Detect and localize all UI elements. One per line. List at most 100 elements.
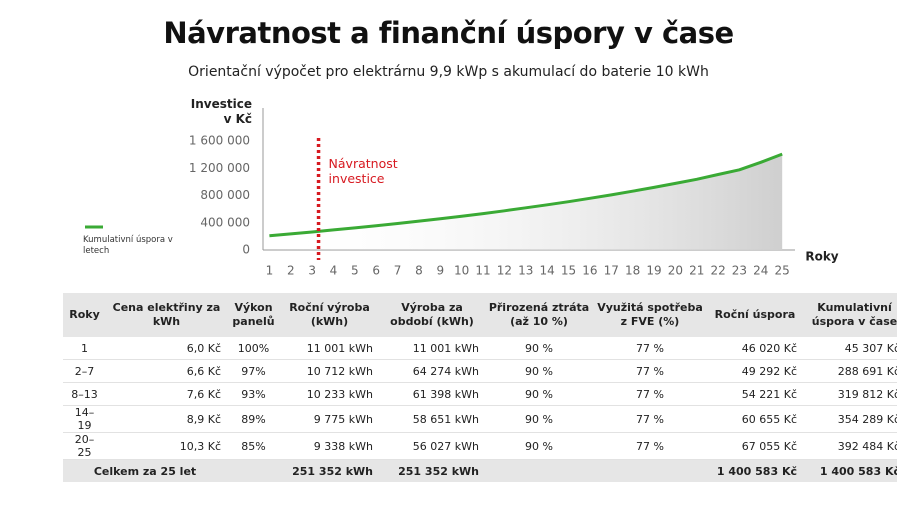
- table-cell: 7,6 Kč: [106, 382, 227, 406]
- table-cell: 6,6 Kč: [106, 359, 227, 383]
- column-header: Přirozená ztráta (až 10 %): [485, 293, 593, 337]
- table-cell: 77 %: [593, 432, 707, 460]
- table-cell: 11 001 kWh: [379, 337, 485, 360]
- legend-label: Kumulativní úspora v letech: [83, 235, 173, 256]
- table-cell: 45 307 Kč: [803, 337, 897, 360]
- subtitle: Orientační výpočet pro elektrárnu 9,9 kW…: [188, 64, 709, 80]
- x-tick-label: 10: [454, 264, 469, 278]
- total-label: Celkem za 25 let: [63, 459, 227, 482]
- table-cell: 60 655 Kč: [707, 405, 803, 433]
- y-tick-label: 800 000: [200, 188, 250, 202]
- x-tick-label: 15: [561, 264, 576, 278]
- table-cell: 77 %: [593, 359, 707, 383]
- table-cell: 67 055 Kč: [707, 432, 803, 460]
- table-cell: 354 289 Kč: [803, 405, 897, 433]
- table: Roky Cena elektřiny za kWh Výkon panelů Roč…: [63, 293, 897, 482]
- x-tick-label: 2: [287, 264, 295, 278]
- table-cell: [593, 459, 707, 482]
- table-row: 8–13 7,6 Kč 93% 10 233 kWh 61 398 kWh 90 % 77 …: [63, 382, 897, 406]
- table-cell: 46 020 Kč: [707, 337, 803, 360]
- table-cell: 8,9 Kč: [106, 405, 227, 433]
- x-tick-label: 25: [775, 264, 790, 278]
- x-tick-label: 13: [518, 264, 533, 278]
- column-header: Výroba za období (kWh): [379, 293, 485, 337]
- x-tick-label: 23: [732, 264, 747, 278]
- table-cell: 14–19: [63, 405, 106, 433]
- table-cell: 90 %: [485, 359, 593, 383]
- table-cell: 90 %: [485, 432, 593, 460]
- y-tick-label: 1 200 000: [189, 161, 250, 175]
- total-cell: 251 352 kWh: [280, 459, 379, 482]
- table-cell: 1: [63, 337, 106, 360]
- table-cell: 319 812 Kč: [803, 382, 897, 406]
- table-cell: 61 398 kWh: [379, 382, 485, 406]
- x-tick-label: 16: [582, 264, 597, 278]
- table-cell: 90 %: [485, 382, 593, 406]
- table-cell: 288 691 Kč: [803, 359, 897, 383]
- table-cell: 10,3 Kč: [106, 432, 227, 460]
- x-tick-label: 6: [372, 264, 380, 278]
- table-cell: 11 001 kWh: [280, 337, 379, 360]
- x-tick-label: 20: [668, 264, 683, 278]
- y-tick-label: 1 600 000: [189, 134, 250, 148]
- x-tick-label: 5: [351, 264, 359, 278]
- table-cell: 9 338 kWh: [280, 432, 379, 460]
- table-cell: [227, 459, 280, 482]
- table-cell: 20–25: [63, 432, 106, 460]
- x-tick-label: 22: [710, 264, 725, 278]
- y-tick-label: 0: [242, 243, 250, 257]
- table-cell: 56 027 kWh: [379, 432, 485, 460]
- table-cell: 77 %: [593, 405, 707, 433]
- table-cell: 85%: [227, 432, 280, 460]
- column-header: Roční výroba (kWh): [280, 293, 379, 337]
- total-cell: 1 400 583 Kč: [803, 459, 897, 482]
- line: [269, 152, 783, 238]
- x-tick-label: 11: [475, 264, 490, 278]
- table-cell: 392 484 Kč: [803, 432, 897, 460]
- table-cell: 97%: [227, 359, 280, 383]
- x-tick-label: 14: [540, 264, 555, 278]
- column-header: Cena elektřiny za kWh: [106, 293, 227, 337]
- x-tick-label: 12: [497, 264, 512, 278]
- table-cell: 64 274 kWh: [379, 359, 485, 383]
- table-cell: 10 233 kWh: [280, 382, 379, 406]
- x-tick-label: 9: [437, 264, 445, 278]
- annotation: Návratnost investice: [328, 156, 398, 186]
- table-cell: 77 %: [593, 337, 707, 360]
- table-cell: 49 292 Kč: [707, 359, 803, 383]
- title: Návratnost a finanční úspory v čase: [163, 16, 734, 50]
- table-cell: 54 221 Kč: [707, 382, 803, 406]
- table-cell: 100%: [227, 337, 280, 360]
- table-cell: 90 %: [485, 337, 593, 360]
- table-cell: 10 712 kWh: [280, 359, 379, 383]
- x-tick-label: 8: [415, 264, 423, 278]
- x-tick-label: 19: [646, 264, 661, 278]
- total-row: Celkem za 25 let 251 352 kWh 251 352 kWh 1 …: [63, 459, 897, 482]
- table-cell: 6,0 Kč: [106, 337, 227, 360]
- column-header: Výkon panelů: [227, 293, 280, 337]
- y-axis-label: Investice v Kč: [190, 97, 252, 126]
- x-tick-label: 7: [394, 264, 402, 278]
- table-cell: 9 775 kWh: [280, 405, 379, 433]
- x-tick-label: 21: [689, 264, 704, 278]
- table-cell: 89%: [227, 405, 280, 433]
- x-tick-label: 1: [266, 264, 274, 278]
- table-cell: [485, 459, 593, 482]
- column-header: Roční úspora: [707, 293, 803, 337]
- x-tick-label: 18: [625, 264, 640, 278]
- column-header: Využitá spotřeba z FVE (%): [593, 293, 707, 337]
- table-row: 20–25 10,3 Kč 85% 9 338 kWh 56 027 kWh 90 % 77…: [63, 432, 897, 460]
- table-cell: 2–7: [63, 359, 106, 383]
- total-cell: 251 352 kWh: [379, 459, 485, 482]
- table-row: 14–19 8,9 Kč 89% 9 775 kWh 58 651 kWh 90 % 77 …: [63, 405, 897, 433]
- table-cell: 90 %: [485, 405, 593, 433]
- column-header: Roky: [63, 293, 106, 337]
- table-cell: 93%: [227, 382, 280, 406]
- table-row: 2–7 6,6 Kč 97% 10 712 kWh 64 274 kWh 90 % 77 %…: [63, 359, 897, 383]
- table-cell: 8–13: [63, 382, 106, 406]
- column-header: Kumulativní úspora v čase: [803, 293, 897, 337]
- x-tick-label: 17: [604, 264, 619, 278]
- area-fill: [269, 154, 783, 250]
